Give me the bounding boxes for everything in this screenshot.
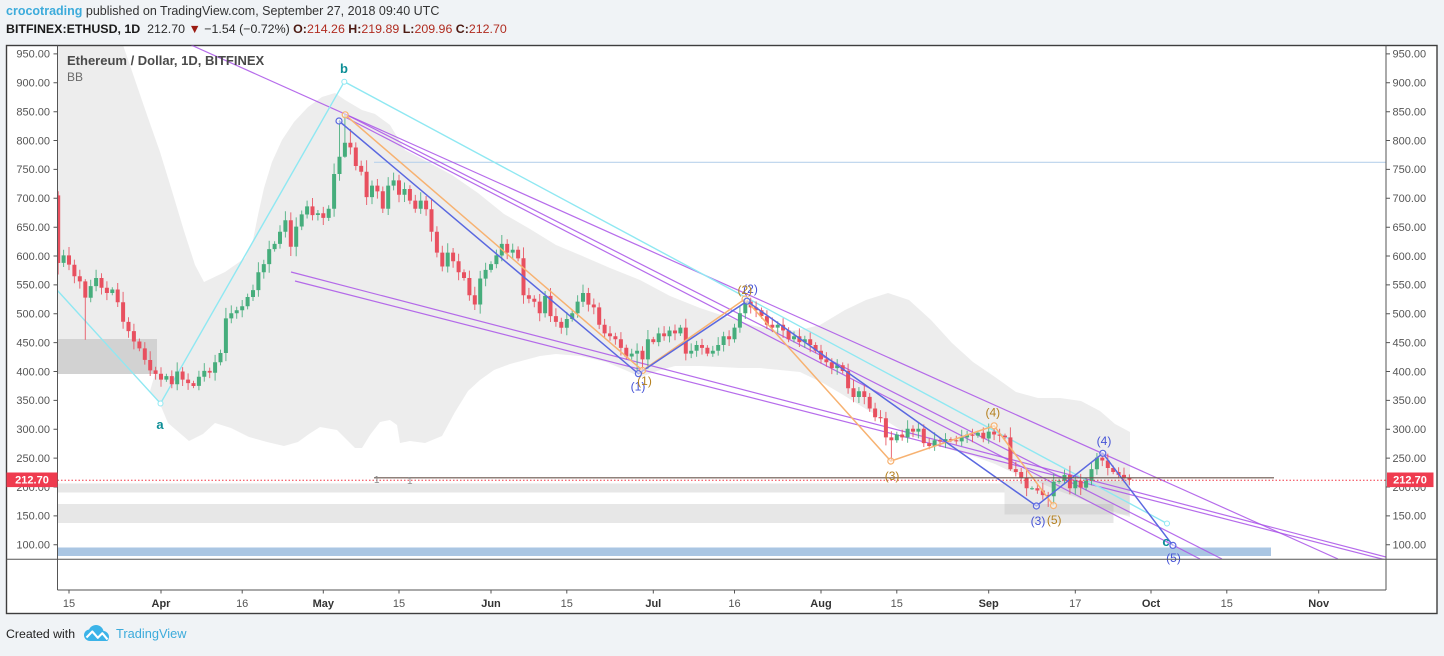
svg-text:900.00: 900.00 <box>16 78 50 90</box>
svg-text:c: c <box>1162 534 1169 549</box>
svg-text:1: 1 <box>374 475 380 486</box>
svg-text:650.00: 650.00 <box>16 222 50 234</box>
svg-text:750.00: 750.00 <box>1393 164 1427 176</box>
svg-text:16: 16 <box>236 598 248 610</box>
svg-text:15: 15 <box>1221 598 1233 610</box>
svg-text:300.00: 300.00 <box>16 424 50 436</box>
svg-text:(5): (5) <box>1047 513 1062 527</box>
svg-text:May: May <box>313 598 335 610</box>
svg-text:Sep: Sep <box>979 598 999 610</box>
svg-text:15: 15 <box>63 598 75 610</box>
svg-text:15: 15 <box>561 598 573 610</box>
svg-text:450.00: 450.00 <box>16 337 50 349</box>
svg-text:15: 15 <box>891 598 903 610</box>
svg-text:(4): (4) <box>1097 434 1112 448</box>
svg-text:Ethereum / Dollar, 1D, BITFINE: Ethereum / Dollar, 1D, BITFINEX <box>67 53 265 68</box>
svg-text:Jun: Jun <box>481 598 501 610</box>
svg-text:250.00: 250.00 <box>16 453 50 465</box>
svg-text:450.00: 450.00 <box>1393 337 1427 349</box>
svg-text:1: 1 <box>407 476 413 487</box>
svg-text:550.00: 550.00 <box>16 280 50 292</box>
svg-text:Oct: Oct <box>1142 598 1161 610</box>
svg-text:500.00: 500.00 <box>16 309 50 321</box>
svg-text:(3): (3) <box>1031 514 1046 528</box>
svg-text:Apr: Apr <box>152 598 172 610</box>
svg-text:850.00: 850.00 <box>16 107 50 119</box>
svg-text:150.00: 150.00 <box>1393 511 1427 523</box>
svg-text:BB: BB <box>67 70 83 84</box>
svg-text:750.00: 750.00 <box>16 164 50 176</box>
svg-text:250.00: 250.00 <box>1393 453 1427 465</box>
svg-text:600.00: 600.00 <box>16 251 50 263</box>
svg-text:950.00: 950.00 <box>16 49 50 61</box>
svg-text:950.00: 950.00 <box>1393 49 1427 61</box>
svg-text:350.00: 350.00 <box>16 395 50 407</box>
svg-text:900.00: 900.00 <box>1393 78 1427 90</box>
svg-text:15: 15 <box>393 598 405 610</box>
svg-text:550.00: 550.00 <box>1393 280 1427 292</box>
svg-text:Aug: Aug <box>810 598 831 610</box>
svg-text:400.00: 400.00 <box>16 366 50 378</box>
svg-text:700.00: 700.00 <box>1393 193 1427 205</box>
svg-text:(4): (4) <box>985 406 1000 420</box>
svg-text:(1): (1) <box>631 380 646 394</box>
svg-text:500.00: 500.00 <box>1393 309 1427 321</box>
svg-text:700.00: 700.00 <box>16 193 50 205</box>
svg-text:212.70: 212.70 <box>15 475 49 487</box>
svg-text:100.00: 100.00 <box>16 540 50 552</box>
svg-text:300.00: 300.00 <box>1393 424 1427 436</box>
svg-text:350.00: 350.00 <box>1393 395 1427 407</box>
svg-text:400.00: 400.00 <box>1393 366 1427 378</box>
svg-text:800.00: 800.00 <box>1393 135 1427 147</box>
svg-text:800.00: 800.00 <box>16 135 50 147</box>
svg-text:a: a <box>156 417 164 432</box>
svg-text:(5): (5) <box>1166 551 1181 565</box>
svg-text:212.70: 212.70 <box>1393 475 1427 487</box>
svg-text:600.00: 600.00 <box>1393 251 1427 263</box>
svg-text:(1): (1) <box>637 374 652 388</box>
svg-text:17: 17 <box>1069 598 1081 610</box>
svg-text:850.00: 850.00 <box>1393 107 1427 119</box>
svg-text:Jul: Jul <box>645 598 661 610</box>
svg-text:150.00: 150.00 <box>16 511 50 523</box>
svg-text:(2): (2) <box>743 282 758 296</box>
svg-text:(3): (3) <box>885 469 900 483</box>
svg-text:650.00: 650.00 <box>1393 222 1427 234</box>
svg-text:16: 16 <box>728 598 740 610</box>
svg-text:b: b <box>340 61 348 76</box>
svg-text:Nov: Nov <box>1308 598 1330 610</box>
svg-text:(2): (2) <box>737 283 752 297</box>
svg-text:100.00: 100.00 <box>1393 540 1427 552</box>
